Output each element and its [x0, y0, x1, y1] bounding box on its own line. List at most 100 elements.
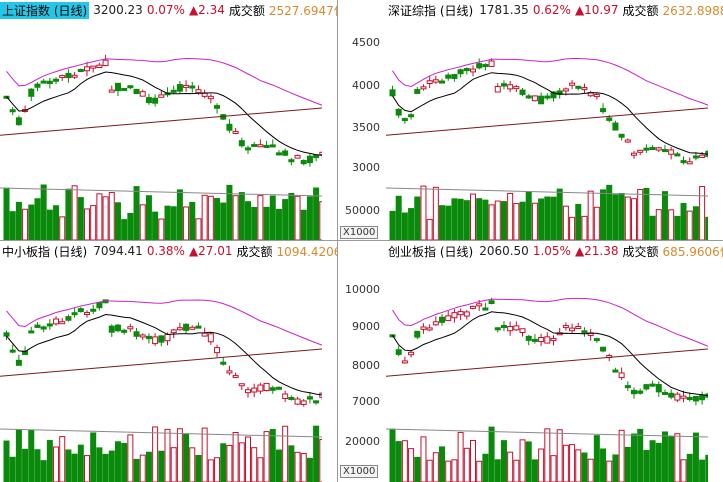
volume-plot[interactable] — [386, 423, 708, 482]
candle-body — [189, 85, 196, 89]
index-price: 7094.41 — [93, 244, 143, 258]
volume-bar — [127, 212, 134, 240]
volume-bar — [637, 188, 644, 240]
volume-bar — [269, 429, 276, 482]
volume-bar — [420, 185, 427, 240]
candle-body — [420, 326, 427, 330]
candle-body — [556, 90, 563, 96]
volume-bar — [176, 189, 183, 240]
volume-bar — [319, 438, 322, 482]
candle-body — [300, 400, 307, 405]
volume-bar — [426, 459, 433, 482]
candle-body — [686, 161, 693, 165]
candle-body — [538, 95, 545, 105]
volume-bar — [463, 200, 470, 240]
candle-body — [158, 335, 165, 343]
candle-body — [65, 72, 72, 79]
candle-body — [581, 330, 588, 334]
candle-body — [432, 79, 439, 83]
turnover-label: 成交额 — [228, 3, 265, 18]
chart-panel-shenzhen[interactable]: 深证综指 (日线) 1781.35 0.62% ▲10.97 成交额 2632.… — [338, 0, 723, 240]
candle-body — [183, 323, 190, 331]
volume-bar — [624, 196, 631, 240]
volume-bar — [96, 193, 103, 240]
volume-bar — [251, 447, 258, 482]
ma-short-line — [6, 313, 322, 396]
candle-body — [637, 149, 644, 153]
candle-body — [121, 87, 128, 91]
candle-body — [531, 338, 538, 342]
volume-bar — [22, 448, 29, 482]
volume-bar — [519, 439, 526, 482]
candle-body — [300, 160, 307, 165]
candle-body — [426, 80, 433, 84]
candle-body — [612, 369, 619, 373]
volume-bar — [470, 193, 476, 240]
price-plot[interactable] — [386, 261, 708, 421]
volume-bar — [220, 202, 227, 240]
candle-body — [674, 153, 681, 157]
candle-body — [531, 95, 538, 102]
volume-bar — [127, 434, 134, 482]
volume-bar — [500, 440, 507, 482]
candle-body — [114, 324, 121, 332]
candle-body — [395, 108, 402, 116]
candle-body — [445, 315, 452, 322]
volume-bar — [457, 198, 464, 240]
volume-bar — [519, 201, 526, 240]
price-plot[interactable] — [386, 20, 708, 180]
volume-bar — [500, 201, 507, 240]
volume-plot[interactable] — [386, 182, 708, 240]
candle-body — [550, 338, 557, 342]
volume-bar — [618, 193, 625, 240]
turnover-label: 成交额 — [622, 3, 659, 18]
candle-body — [451, 74, 458, 79]
candle-body — [513, 86, 520, 90]
volume-bar — [587, 458, 594, 482]
volume-bar — [306, 457, 313, 482]
chart-panel-shanghai[interactable]: 上证指数 (日线) 3200.23 0.07% ▲2.34 成交额 2527.6… — [0, 0, 337, 240]
candle-body — [269, 387, 276, 391]
axis-tick: 9000 — [352, 320, 380, 333]
candle-body — [655, 147, 662, 151]
candle-body — [544, 336, 551, 344]
candle-body — [294, 154, 301, 159]
candle-body — [152, 97, 159, 104]
volume-bar — [699, 459, 706, 482]
volume-plot[interactable] — [0, 423, 322, 482]
candle-body — [77, 69, 84, 73]
candle-body — [401, 118, 408, 122]
volume-bar — [269, 195, 276, 240]
candle-body — [275, 152, 282, 156]
volume-bar — [451, 198, 458, 240]
volume-bar — [71, 453, 78, 482]
volume-bar — [102, 453, 109, 482]
volume-axis: 50000 — [338, 182, 386, 240]
price-axis: 4500 4000 3500 3000 — [338, 20, 386, 180]
chart-panel-sme[interactable]: 中小板指 (日线) 7094.41 0.38% ▲27.01 成交额 1094.… — [0, 241, 337, 482]
candle-body — [226, 123, 233, 131]
price-plot[interactable] — [0, 20, 322, 180]
candle-body — [631, 152, 637, 156]
volume-bar — [680, 203, 687, 240]
axis-tick: 4500 — [352, 36, 380, 49]
candle-body — [624, 385, 631, 389]
candle-body — [420, 86, 427, 90]
candle-body — [40, 326, 47, 330]
volume-bar — [84, 455, 90, 482]
volume-plot[interactable] — [0, 182, 322, 240]
volume-bar — [9, 456, 16, 482]
chart-panel-chinext[interactable]: 创业板指 (日线) 2060.50 1.05% ▲21.38 成交额 685.9… — [338, 241, 723, 482]
candle-body — [139, 334, 146, 338]
candle-body — [476, 63, 483, 69]
volume-bar — [288, 445, 295, 482]
price-plot[interactable] — [0, 261, 322, 421]
volume-bar — [133, 458, 140, 482]
candle-body — [226, 370, 233, 374]
volume-bar — [282, 199, 289, 240]
ma-mid-line — [392, 297, 708, 347]
candle-body — [288, 159, 295, 163]
volume-bar — [432, 452, 439, 482]
volume-bar — [488, 426, 495, 482]
candle-body — [102, 59, 109, 67]
